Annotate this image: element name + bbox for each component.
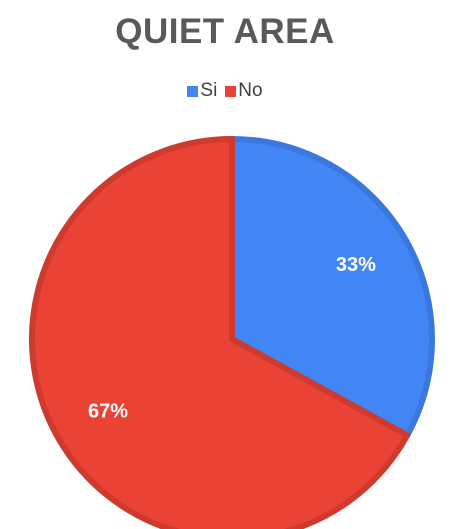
pie-slice-no	[29, 136, 411, 529]
pie-slices	[29, 136, 435, 529]
pie-labels: 33% 67%	[88, 254, 376, 423]
legend-swatch-si	[187, 85, 199, 97]
legend-label-no: No	[238, 80, 263, 101]
pie-label-no: 67%	[88, 401, 128, 423]
legend-label-si: Si	[200, 80, 218, 101]
chart-title: QUIET AREA	[115, 12, 335, 51]
legend-item-si: Si	[187, 80, 217, 102]
pie-slice-si	[229, 136, 435, 439]
pie-label-si: 33%	[336, 254, 376, 276]
legend-item-no: No	[225, 80, 263, 102]
legend: Si No	[0, 80, 450, 102]
legend-swatch-no	[225, 85, 237, 97]
